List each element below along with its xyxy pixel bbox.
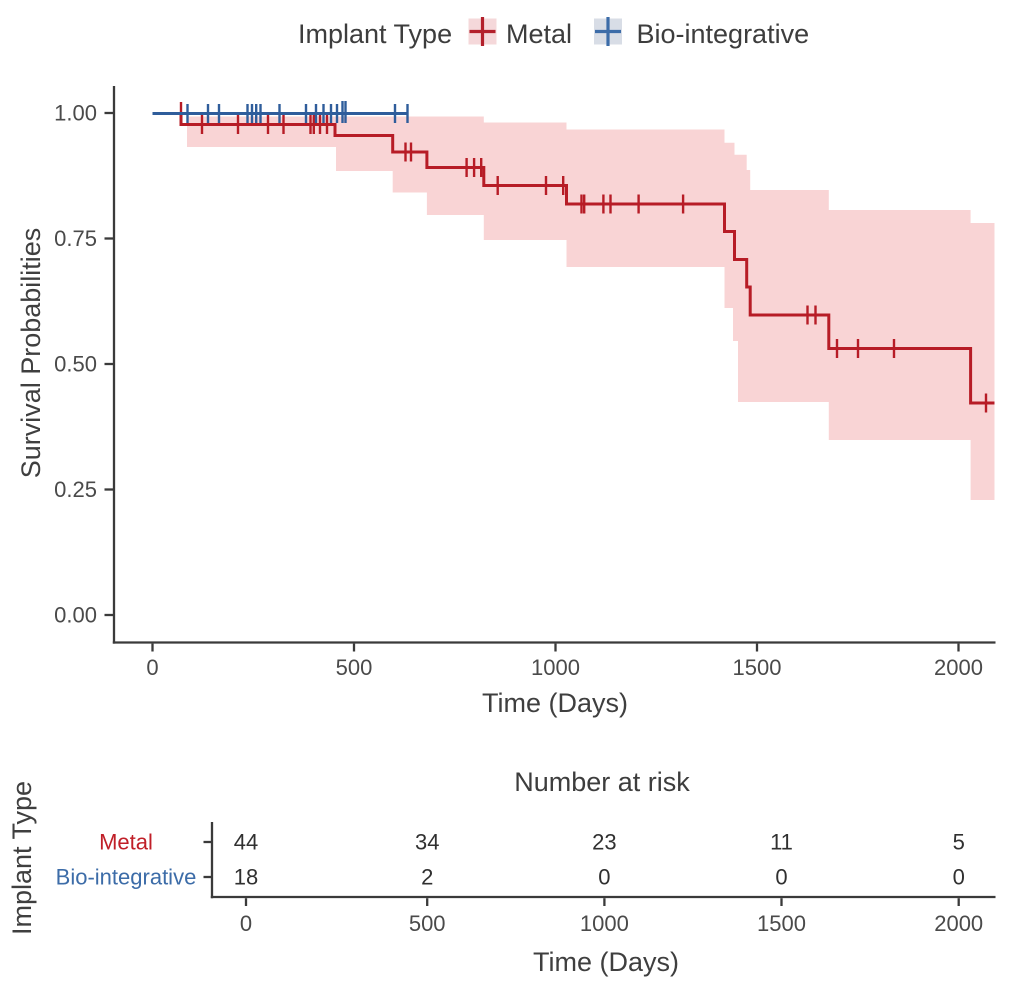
svg-text:0: 0 [775,865,787,890]
svg-text:0: 0 [598,865,610,890]
svg-text:0.50: 0.50 [54,352,97,377]
svg-text:0.25: 0.25 [54,477,97,502]
svg-text:0.00: 0.00 [54,603,97,628]
svg-text:1.00: 1.00 [54,101,97,126]
svg-text:0: 0 [146,655,158,680]
svg-text:34: 34 [415,830,439,855]
svg-text:Time (Days): Time (Days) [482,688,628,718]
svg-text:5: 5 [953,830,965,855]
svg-text:0.75: 0.75 [54,226,97,251]
svg-text:0: 0 [953,865,965,890]
svg-text:2000: 2000 [934,911,983,936]
svg-text:2000: 2000 [934,655,983,680]
svg-text:1500: 1500 [757,911,806,936]
svg-text:23: 23 [592,830,616,855]
svg-text:11: 11 [770,830,793,855]
svg-text:0: 0 [240,911,252,936]
svg-text:Metal: Metal [99,830,153,855]
svg-text:1000: 1000 [580,911,629,936]
svg-text:1500: 1500 [733,655,782,680]
svg-text:Implant Type: Implant Type [298,19,452,49]
svg-text:Bio-integrative: Bio-integrative [637,19,810,49]
svg-text:Metal: Metal [506,19,572,49]
svg-text:500: 500 [336,655,373,680]
svg-text:500: 500 [409,911,446,936]
svg-text:Number at risk: Number at risk [514,767,690,797]
svg-text:Bio-integrative: Bio-integrative [56,865,197,890]
svg-text:Implant Type: Implant Type [7,781,37,935]
svg-text:Time (Days): Time (Days) [533,947,679,977]
svg-text:Survival Probabilities: Survival Probabilities [16,228,46,479]
svg-text:44: 44 [234,830,258,855]
svg-text:2: 2 [421,865,433,890]
svg-text:18: 18 [234,865,258,890]
svg-text:1000: 1000 [531,655,580,680]
